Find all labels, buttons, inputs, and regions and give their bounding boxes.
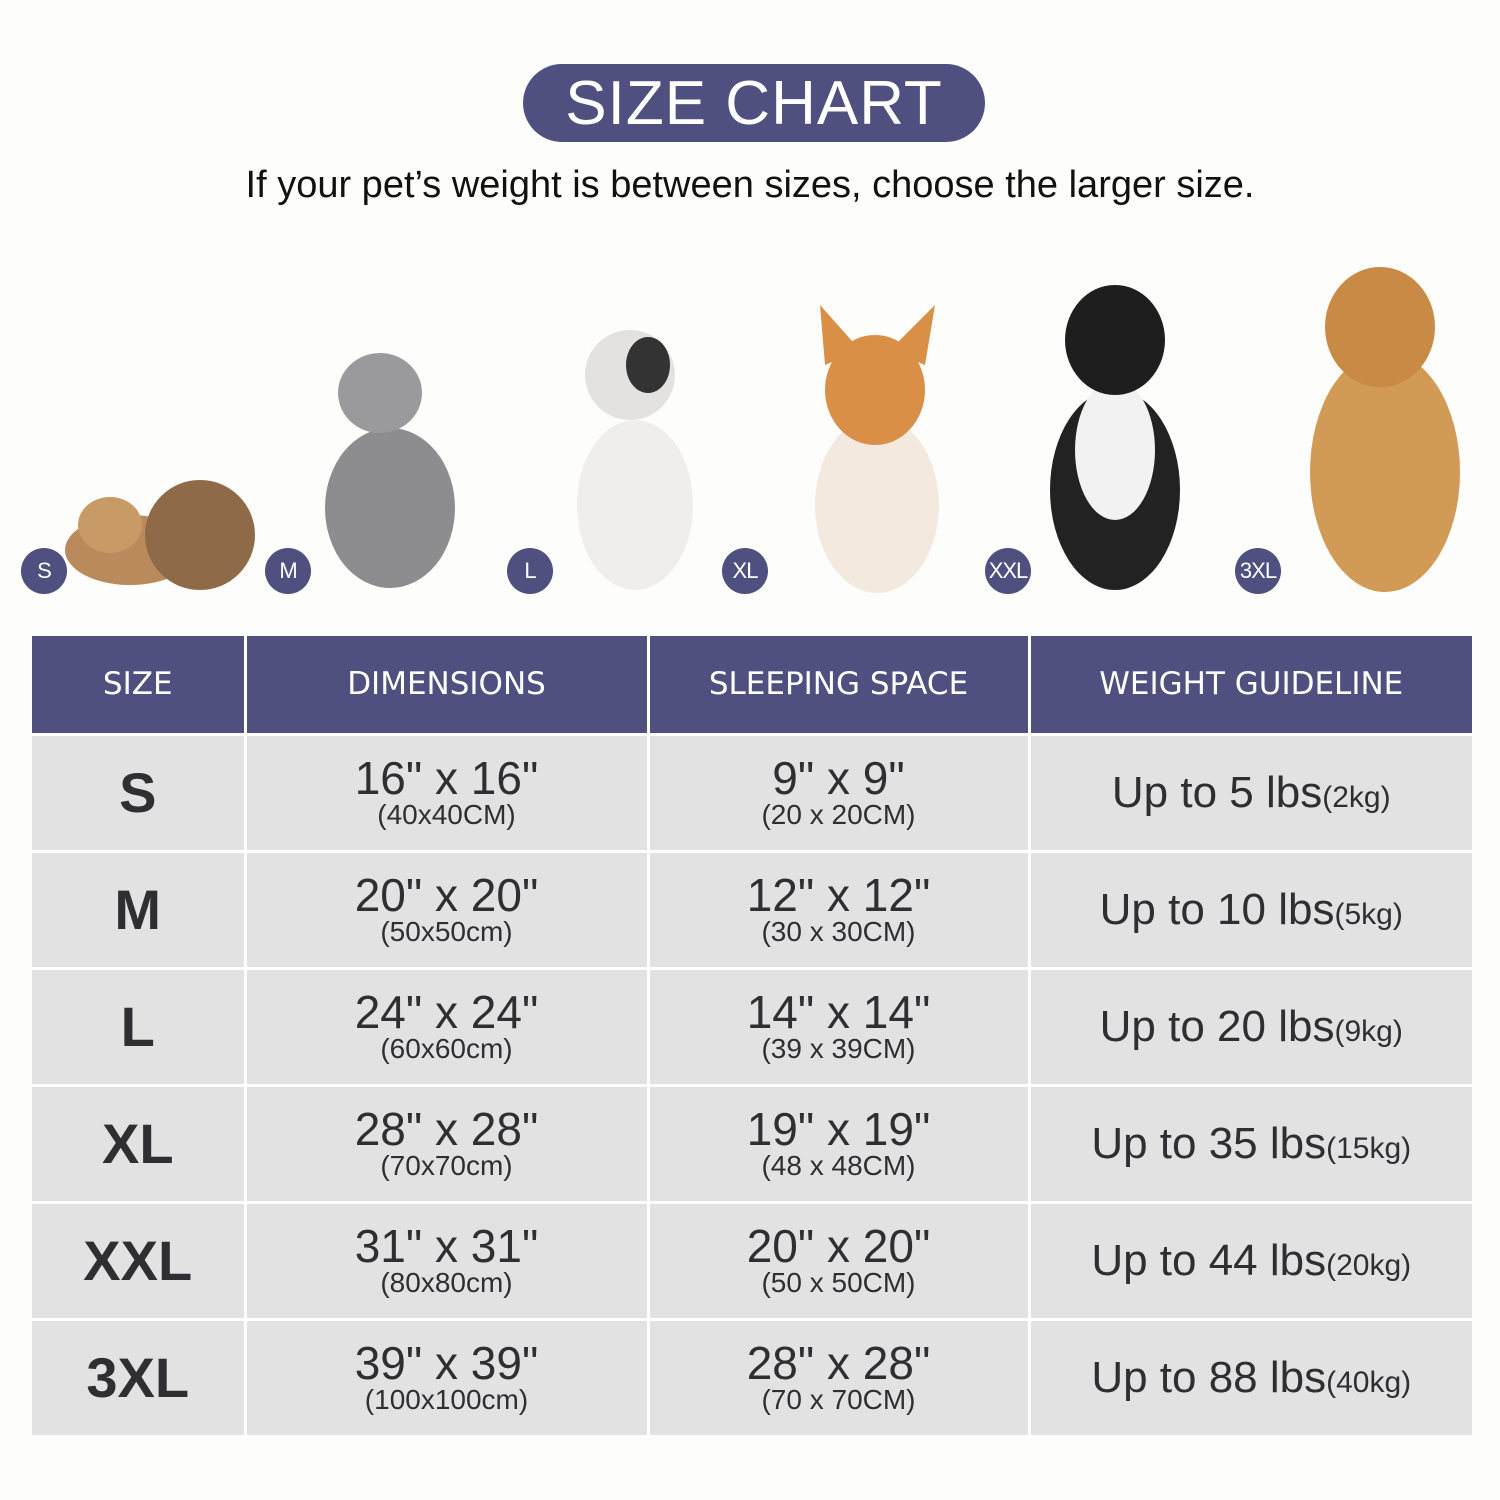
header-dimensions: DIMENSIONS [245, 636, 650, 736]
weight-cell: Up to 5 lbs(2kg) [1029, 734, 1472, 853]
weight-kg: (5kg) [1334, 897, 1403, 931]
dimensions-cell: 20" x 20" (50x50cm) [245, 851, 650, 970]
header-weight-guideline: WEIGHT GUIDELINE [1029, 636, 1472, 736]
weight-cell: Up to 20 lbs(9kg) [1029, 968, 1472, 1087]
sleeping-metric: (48 x 48CM) [761, 1149, 916, 1181]
size-badge-xxl: XXL [985, 548, 1031, 594]
dimensions-inches: 39" x 39" [354, 1336, 539, 1389]
dimensions-cell: 28" x 28" (70x70cm) [245, 1085, 650, 1204]
weight-lbs: Up to 5 lbs [1111, 767, 1323, 817]
weight-lbs: Up to 35 lbs [1091, 1118, 1327, 1168]
border-collie-image [1050, 285, 1180, 590]
french-bulldog-image [577, 330, 693, 590]
dimensions-metric: (80x80cm) [380, 1266, 513, 1298]
dimensions-metric: (40x40CM) [377, 798, 516, 830]
size-cell: 3XL [32, 1319, 247, 1438]
cat-image [325, 353, 455, 588]
size-advice: If your pet’s weight is between sizes, c… [245, 164, 1255, 206]
size-cell: L [32, 968, 247, 1087]
weight-cell: Up to 88 lbs(40kg) [1029, 1319, 1472, 1438]
size-cell: S [32, 734, 247, 853]
table-row: 3XL 39" x 39" (100x100cm) 28" x 28" (70 x … [32, 1319, 1472, 1438]
header-sleeping-space: SLEEPING SPACE [648, 636, 1031, 736]
sleeping-metric: (39 x 39CM) [761, 1032, 916, 1064]
dimensions-metric: (50x50cm) [380, 915, 513, 947]
weight-cell: Up to 10 lbs(5kg) [1029, 851, 1472, 970]
table-row: M 20" x 20" (50x50cm) 12" x 12" (30 x 30CM… [32, 851, 1472, 970]
weight-cell: Up to 35 lbs(15kg) [1029, 1085, 1472, 1204]
sleeping-inches: 9" x 9" [772, 751, 905, 804]
size-table: SIZE DIMENSIONS SLEEPING SPACE WEIGHT GU… [32, 636, 1472, 1438]
weight-kg: (15kg) [1326, 1131, 1412, 1165]
table-header-row: SIZE DIMENSIONS SLEEPING SPACE WEIGHT GU… [32, 636, 1472, 736]
size-cell: XXL [32, 1202, 247, 1321]
table-row: S 16" x 16" (40x40CM) 9" x 9" (20 x 20CM) … [32, 734, 1472, 853]
sleeping-metric: (30 x 30CM) [761, 915, 916, 947]
weight-lbs: Up to 88 lbs [1091, 1352, 1327, 1402]
table-row: XXL 31" x 31" (80x80cm) 20" x 20" (50 x 50… [32, 1202, 1472, 1321]
sleeping-space-cell: 12" x 12" (30 x 30CM) [648, 851, 1031, 970]
dimensions-inches: 20" x 20" [354, 868, 539, 921]
dimensions-inches: 16" x 16" [354, 751, 539, 804]
weight-lbs: Up to 44 lbs [1091, 1235, 1327, 1285]
size-badge-l: L [507, 548, 553, 594]
sleeping-space-cell: 19" x 19" (48 x 48CM) [648, 1085, 1031, 1204]
table-row: L 24" x 24" (60x60cm) 14" x 14" (39 x 39CM… [32, 968, 1472, 1087]
dimensions-metric: (60x60cm) [380, 1032, 513, 1064]
size-cell: M [32, 851, 247, 970]
sleeping-metric: (70 x 70CM) [761, 1383, 916, 1415]
dimensions-metric: (100x100cm) [364, 1383, 529, 1415]
size-cell: XL [32, 1085, 247, 1204]
weight-lbs: Up to 20 lbs [1099, 1001, 1335, 1051]
sleeping-space-cell: 20" x 20" (50 x 50CM) [648, 1202, 1031, 1321]
sleeping-inches: 12" x 12" [746, 868, 931, 921]
dimensions-metric: (70x70cm) [380, 1149, 513, 1181]
dimensions-inches: 24" x 24" [354, 985, 539, 1038]
corgi-image [815, 305, 939, 593]
sleeping-metric: (20 x 20CM) [761, 798, 916, 830]
weight-kg: (20kg) [1326, 1248, 1412, 1282]
sleeping-inches: 19" x 19" [746, 1102, 931, 1155]
weight-lbs: Up to 10 lbs [1099, 884, 1335, 934]
size-chart-title: SIZE CHART [523, 64, 985, 142]
sleeping-space-cell: 28" x 28" (70 x 70CM) [648, 1319, 1031, 1438]
dimensions-cell: 31" x 31" (80x80cm) [245, 1202, 650, 1321]
dimensions-inches: 31" x 31" [354, 1219, 539, 1272]
sleeping-space-cell: 14" x 14" (39 x 39CM) [648, 968, 1031, 1087]
dimensions-cell: 24" x 24" (60x60cm) [245, 968, 650, 1087]
sleeping-inches: 20" x 20" [746, 1219, 931, 1272]
sleeping-space-cell: 9" x 9" (20 x 20CM) [648, 734, 1031, 853]
dimensions-cell: 16" x 16" (40x40CM) [245, 734, 650, 853]
golden-retriever-image [1310, 267, 1460, 592]
size-badge-3xl: 3XL [1235, 548, 1281, 594]
table-row: XL 28" x 28" (70x70cm) 19" x 19" (48 x 48C… [32, 1085, 1472, 1204]
size-badge-xl: XL [722, 548, 768, 594]
weight-cell: Up to 44 lbs(20kg) [1029, 1202, 1472, 1321]
dimensions-inches: 28" x 28" [354, 1102, 539, 1155]
weight-kg: (2kg) [1322, 780, 1391, 814]
sleeping-inches: 28" x 28" [746, 1336, 931, 1389]
sleeping-inches: 14" x 14" [746, 985, 931, 1038]
size-badge-s: S [21, 548, 67, 594]
sleeping-metric: (50 x 50CM) [761, 1266, 916, 1298]
weight-kg: (40kg) [1326, 1365, 1412, 1399]
dimensions-cell: 39" x 39" (100x100cm) [245, 1319, 650, 1438]
header-size: SIZE [32, 636, 247, 736]
size-badge-m: M [265, 548, 311, 594]
weight-kg: (9kg) [1334, 1014, 1403, 1048]
puppies-image [65, 480, 255, 590]
